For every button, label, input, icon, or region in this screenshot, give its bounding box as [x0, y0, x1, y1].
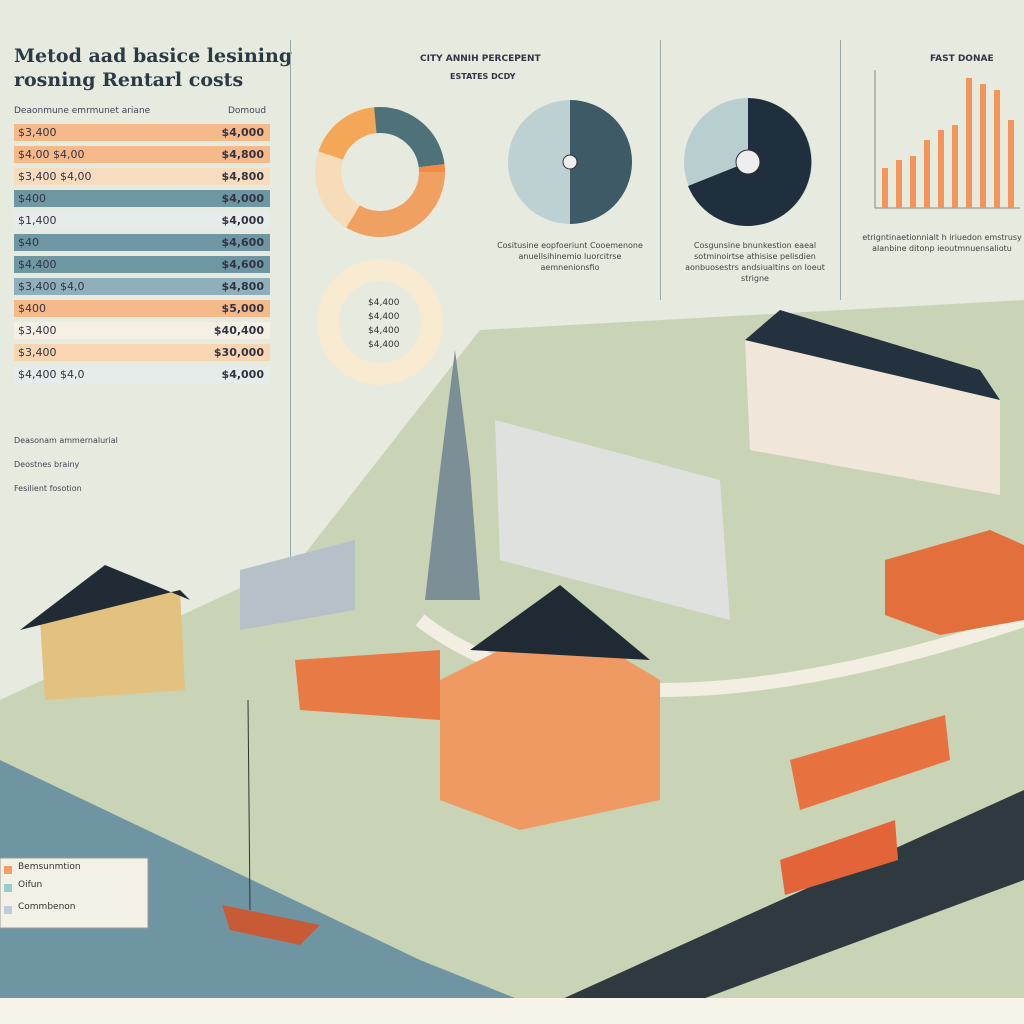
row-value: $4,000: [221, 214, 264, 227]
note: Deasonam ammernalurial: [14, 436, 118, 445]
row-label: $3,400 $4,00: [18, 170, 92, 183]
house: [240, 540, 355, 630]
row-label: $3,400: [18, 324, 57, 337]
table-row: $4,00 $4,00 $4,800: [14, 146, 270, 163]
center-title: CITY ANNIH PERCEPENT: [420, 54, 541, 64]
caption: Cositusine eopfoeriunt Cooemenone anuell…: [497, 241, 643, 272]
caption: etrigntinaetionnialt h iriuedon emstrusy…: [862, 233, 1022, 253]
caption: Cosgunsine bnunkestion eaeal sotminoirts…: [685, 241, 825, 283]
row-label: $4,400: [18, 258, 57, 271]
donut-label: $4,400: [368, 298, 400, 308]
row-label: $1,400: [18, 214, 57, 227]
center-subtitle: ESTATES DCDY: [450, 72, 516, 81]
river: [0, 760, 520, 1000]
house: [885, 530, 1024, 635]
divider: [660, 40, 661, 300]
legend-entry: Bemsunmtion: [18, 862, 81, 872]
table-row: $3,400 $4,000: [14, 124, 270, 141]
street: [415, 613, 1024, 697]
donut-label: $4,400: [368, 312, 400, 322]
row-label: $3,400: [18, 346, 57, 359]
title-line: Metod aad basice lesining: [14, 45, 293, 67]
table-row: $400 $4,000: [14, 190, 270, 207]
row-label: $400: [18, 192, 46, 205]
table-row: $1,400 $4,000: [14, 212, 270, 229]
row-value: $5,000: [221, 302, 264, 315]
boat: [222, 905, 320, 945]
table-row: $4,400 $4,600: [14, 256, 270, 273]
row-value: $4,800: [221, 280, 264, 293]
row-value: $30,000: [213, 346, 264, 359]
divider: [290, 40, 291, 560]
bus: [790, 715, 950, 810]
row-value: $4,000: [221, 368, 264, 381]
house: [40, 590, 185, 700]
church: [425, 350, 480, 600]
row-value: $4,800: [221, 148, 264, 161]
table-row: $3,400 $4,00 $4,800: [14, 168, 270, 185]
row-label: $4,400 $4,0: [18, 368, 85, 381]
table-header: Domoud: [228, 106, 267, 116]
table-header: Deaonmune emrmunet ariane: [14, 106, 151, 116]
donut: [315, 107, 445, 237]
row-label: $400: [18, 302, 46, 315]
title-line: rosning Rentarl costs: [14, 69, 244, 91]
table-row: $3,400 $40,400: [14, 322, 270, 339]
row-value: $4,000: [221, 192, 264, 205]
table-row: $40 $4,600: [14, 234, 270, 251]
building: [440, 620, 660, 830]
row-label: $40: [18, 236, 39, 249]
pie: [684, 98, 812, 226]
note: Deostnes brainy: [14, 460, 80, 469]
table-row: $3,400 $4,0 $4,800: [14, 278, 270, 295]
pie: [508, 100, 632, 224]
right-title: FAST DONAE: [930, 54, 994, 64]
mast: [247, 699, 251, 911]
divider: [840, 40, 841, 300]
note: Fesilient fosotion: [14, 484, 82, 493]
table-row: $3,400 $30,000: [14, 344, 270, 361]
legend-entry: Commbenon: [18, 902, 76, 912]
title: Metod aad basice lesining rosning Rentarl…: [14, 44, 292, 92]
donut-label: $4,400: [368, 340, 400, 350]
row-value: $4,600: [221, 236, 264, 249]
house: [295, 650, 440, 720]
row-value: $4,000: [221, 126, 264, 139]
footer: [0, 998, 1024, 1024]
donut: [317, 259, 443, 385]
legend-box: [0, 857, 149, 929]
row-label: $3,400 $4,0: [18, 280, 85, 293]
legend-entry: Oifun: [18, 880, 43, 890]
row-value: $40,400: [213, 324, 264, 337]
table-row: $4,400 $4,0 $4,000: [14, 366, 270, 383]
building: [745, 340, 1000, 495]
row-label: $4,00 $4,00: [18, 148, 85, 161]
apartments: [495, 420, 730, 620]
row-value: $4,600: [221, 258, 264, 271]
bar-chart: [874, 70, 1020, 209]
donut-label: $4,400: [368, 326, 400, 336]
row-value: $4,800: [221, 170, 264, 183]
bus: [780, 820, 898, 895]
table-row: $400 $5,000: [14, 300, 270, 317]
road: [560, 790, 1024, 1000]
row-label: $3,400: [18, 126, 57, 139]
